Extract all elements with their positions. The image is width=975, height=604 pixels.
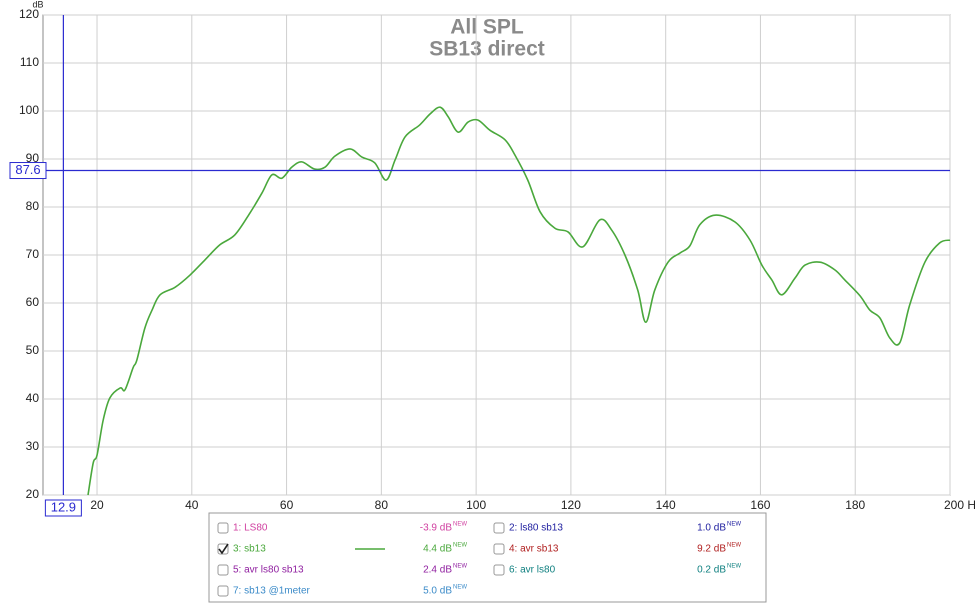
cursor-y-box [9,162,47,180]
legend-offset: -3.9 dB [420,523,453,534]
legend-badge: NEW [453,585,467,591]
series-line [87,106,951,496]
chart-subtitle: SB13 direct [429,38,545,61]
legend-name: 3: sb13 [233,544,266,555]
y-unit: dB [32,0,43,9]
legend-badge: NEW [727,543,741,549]
legend-badge: NEW [727,564,741,570]
cursor-x-box [44,499,82,517]
x-tick-label: 140 [656,498,676,512]
legend-checkbox[interactable] [493,543,505,555]
legend-offset: 9.2 dB [697,544,726,555]
legend-name: 5: avr ls80 sb13 [233,565,304,576]
legend-checkbox[interactable] [493,522,505,534]
y-tick-label: 90 [26,151,40,165]
x-tick-label: 20 [90,498,104,512]
x-tick-label: 180 [845,498,865,512]
y-tick-label: 30 [26,439,40,453]
legend-badge: NEW [453,564,467,570]
legend-offset: 4.4 dB [423,544,452,555]
y-tick-label: 40 [26,391,40,405]
x-tick-label: 100 [466,498,486,512]
legend-badge: NEW [453,543,467,549]
y-tick-label: 80 [26,199,40,213]
y-tick-label: 100 [19,103,39,117]
legend-badge: NEW [453,522,467,528]
legend-checkbox[interactable] [217,585,229,597]
legend-name: 1: LS80 [233,523,268,534]
legend-name: 2: ls80 sb13 [509,523,563,534]
legend-checkbox[interactable] [493,564,505,576]
x-tick-label: 60 [280,498,294,512]
cursor-y-label: 87.6 [15,162,40,177]
x-tick-label: 160 [750,498,770,512]
legend-name: 7: sb13 @1meter [233,586,311,597]
legend-check [218,543,229,555]
legend-checkbox[interactable] [217,564,229,576]
x-tick-label: 80 [375,498,389,512]
x-tick-label: 40 [185,498,199,512]
legend-offset: 5.0 dB [423,586,452,597]
legend-name: 4: avr sb13 [509,544,559,555]
cursor-x-label: 12.9 [51,499,76,514]
y-tick-label: 50 [26,343,40,357]
y-tick-label: 120 [19,7,39,21]
x-tick-label: 200 Hz [944,498,975,512]
chart-title: All SPL [450,16,524,39]
legend-name: 6: avr ls80 [509,565,556,576]
legend-badge: NEW [727,522,741,528]
y-tick-label: 70 [26,247,40,261]
y-tick-label: 20 [26,487,40,501]
legend-offset: 1.0 dB [697,523,726,534]
legend-offset: 0.2 dB [697,565,726,576]
y-tick-label: 110 [20,55,39,69]
legend-offset: 2.4 dB [423,565,452,576]
x-tick-label: 120 [561,498,581,512]
legend [208,512,767,603]
y-tick-label: 60 [26,295,40,309]
legend-checkbox[interactable] [217,522,229,534]
